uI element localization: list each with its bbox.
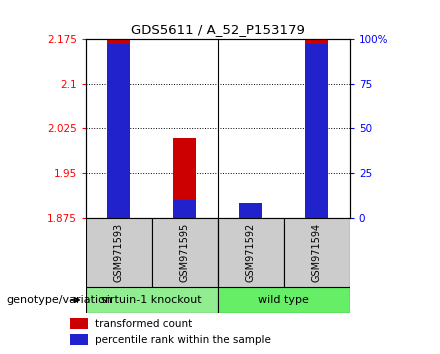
Bar — [70, 334, 88, 346]
Bar — [218, 287, 350, 313]
Text: sirtuin-1 knockout: sirtuin-1 knockout — [102, 295, 202, 305]
Bar — [305, 39, 328, 218]
Text: genotype/variation: genotype/variation — [7, 295, 113, 305]
Bar — [284, 218, 350, 287]
Bar — [70, 318, 88, 329]
Bar — [152, 218, 218, 287]
Bar — [218, 218, 284, 287]
Bar — [86, 287, 218, 313]
Text: transformed count: transformed count — [95, 319, 192, 329]
Bar — [239, 204, 262, 218]
Bar — [173, 138, 196, 218]
Text: GSM971594: GSM971594 — [312, 223, 322, 282]
Bar — [86, 218, 152, 287]
Text: percentile rank within the sample: percentile rank within the sample — [95, 335, 271, 344]
Title: GDS5611 / A_52_P153179: GDS5611 / A_52_P153179 — [131, 23, 305, 36]
Text: wild type: wild type — [258, 295, 309, 305]
Text: GSM971595: GSM971595 — [180, 223, 190, 282]
Text: GSM971593: GSM971593 — [114, 223, 124, 282]
Bar — [305, 44, 328, 218]
Bar — [239, 206, 262, 218]
Text: GSM971592: GSM971592 — [246, 223, 256, 282]
Bar — [173, 200, 196, 218]
Bar — [107, 39, 130, 218]
Bar — [107, 44, 130, 218]
